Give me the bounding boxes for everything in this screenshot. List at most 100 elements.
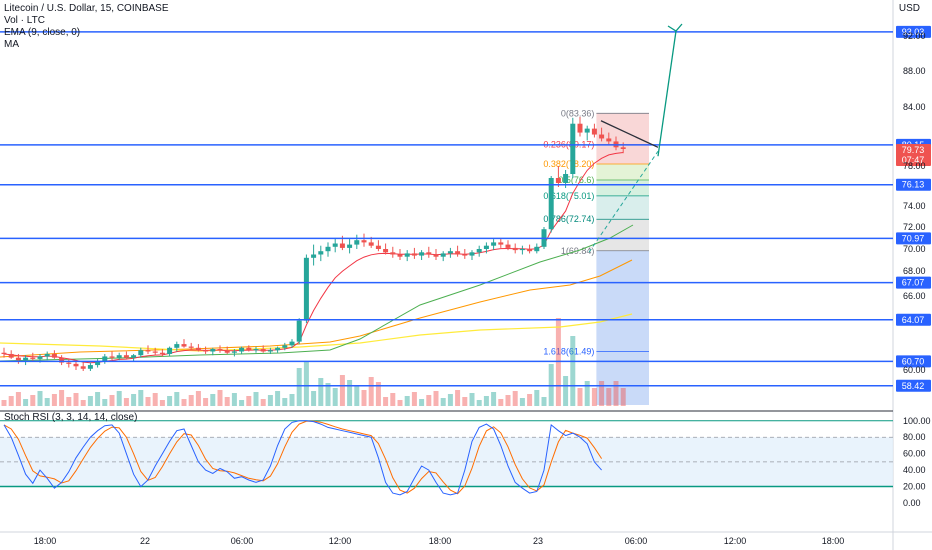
volume-bar [303,362,309,406]
candle [44,351,50,361]
price-tag-label: 58.42 [902,381,925,391]
target-arrow-head [667,23,683,32]
candle-body [239,347,245,352]
candle-body [419,252,425,256]
price-tag-label: 60.70 [902,356,925,366]
candle-body [37,356,43,359]
volume-bar [109,395,115,406]
candle-body [368,242,374,246]
candle-body [332,243,338,247]
candle [476,245,482,257]
candle [210,347,216,356]
candle [325,242,331,257]
volume-bar [145,397,151,406]
candle [203,346,209,354]
volume-bar [260,399,266,406]
volume-bar [195,391,201,406]
stoch-k-line [3,420,602,496]
time-axis-tick: 18:00 [429,536,452,546]
volume-bar [282,398,288,406]
candle [30,352,36,362]
candle-body [397,254,403,257]
candle [195,344,201,352]
volume-bar [102,399,108,406]
candle-body [275,347,281,351]
volume-indicator-label[interactable]: Vol · LTC [4,15,45,26]
candle-body [15,357,21,361]
candle [239,346,245,354]
candle-body [195,347,201,351]
candle [433,249,439,260]
ma-indicator-label[interactable]: MA [4,39,19,50]
volume-bar [203,398,209,406]
stoch-axis-tick: 20.00 [903,482,926,492]
volume-bar [404,396,410,406]
candle [87,362,93,371]
candle [260,345,266,353]
price-tag-label: 70.97 [902,233,925,243]
candle-body [167,347,173,354]
candle-body [109,356,115,358]
candle [447,247,453,258]
candle [426,246,432,258]
volume-bar [253,392,259,406]
candle [66,358,72,368]
volume-bar [383,397,389,406]
candle [383,243,389,255]
fib-zone-786 [596,219,649,251]
candle [397,249,403,260]
candle-body [311,254,317,258]
volume-bar [51,394,57,406]
volume-bar [1,400,7,406]
candle-body [282,345,288,348]
candle-body [548,178,554,230]
candle-body [260,349,266,352]
candle-body [159,352,165,354]
candle [555,166,561,187]
price-axis-tick: 92.00 [903,31,926,41]
legend: Litecoin / U.S. Dollar, 15, COINBASE Vol… [4,3,169,51]
candle-body [102,356,108,362]
candle [491,239,497,251]
candle-body [599,134,605,139]
candle-body [181,344,187,347]
time-axis-tick: 23 [533,536,543,546]
candle-body [476,249,482,253]
candle [584,125,590,141]
candle-body [591,128,597,135]
stoch-rsi-label[interactable]: Stoch RSI (3, 3, 14, 14, close) [4,412,138,423]
candle-body [51,353,57,358]
candle-body [354,240,360,245]
ema-indicator-label[interactable]: EMA (9, close, 0) [4,27,81,38]
candle-body [512,247,518,251]
candle [390,246,396,258]
symbol-title[interactable]: Litecoin / U.S. Dollar, 15, COINBASE [4,3,169,14]
candle-body [116,355,122,358]
candle [404,250,410,262]
candle-body [491,242,497,246]
time-axis-tick: 18:00 [822,536,845,546]
volume-bar [599,381,605,406]
fib-label: 1.618(61.49) [543,347,594,357]
volume-bar [311,391,317,406]
candle [152,347,158,356]
volume-bar [8,396,14,406]
volume-bar [123,398,129,406]
price-tag-label: 64.07 [902,315,925,325]
candle-body [570,123,576,174]
pennant-lower-line [588,150,659,253]
volume-bar [512,391,518,406]
volume-bar [548,364,554,406]
time-axis-tick: 18:00 [34,536,57,546]
candle [505,240,511,251]
candle-body [95,361,101,366]
volume-bar [469,393,475,406]
price-tag-label: 93.03 [902,27,925,37]
price-axis-tick: 66.00 [903,291,926,301]
volume-bar [541,397,547,406]
price-tag-bg [896,379,931,392]
candle-body [404,253,410,257]
candle-body [30,357,36,359]
candle-body [80,366,86,369]
